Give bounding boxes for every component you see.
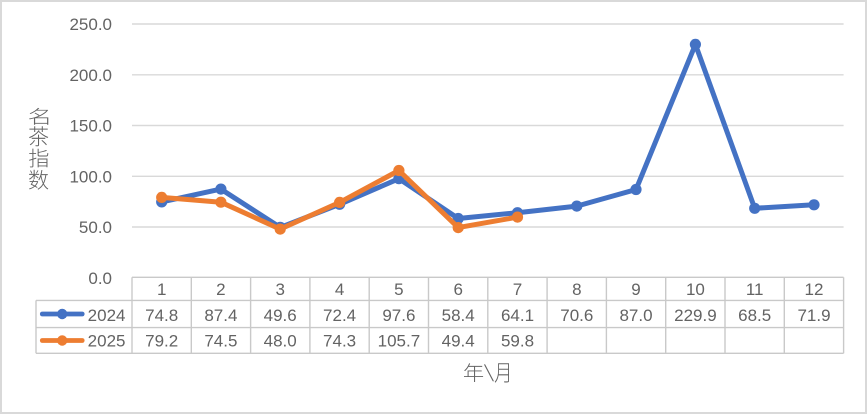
svg-text:11: 11 <box>746 280 764 299</box>
svg-text:59.8: 59.8 <box>501 332 534 351</box>
svg-text:150.0: 150.0 <box>69 117 112 136</box>
svg-text:72.4: 72.4 <box>323 306 356 325</box>
svg-text:105.7: 105.7 <box>378 332 421 351</box>
svg-text:50.0: 50.0 <box>79 218 112 237</box>
svg-text:87.0: 87.0 <box>619 306 652 325</box>
svg-text:7: 7 <box>513 280 522 299</box>
svg-text:8: 8 <box>572 280 581 299</box>
svg-text:2024: 2024 <box>88 306 126 325</box>
svg-text:12: 12 <box>805 280 824 299</box>
svg-text:5: 5 <box>394 280 403 299</box>
svg-text:68.5: 68.5 <box>738 306 771 325</box>
svg-text:0.0: 0.0 <box>88 269 112 288</box>
svg-text:1: 1 <box>157 280 166 299</box>
svg-text:58.4: 58.4 <box>442 306 475 325</box>
svg-text:97.6: 97.6 <box>382 306 415 325</box>
svg-text:10: 10 <box>686 280 705 299</box>
svg-text:9: 9 <box>631 280 640 299</box>
svg-text:49.4: 49.4 <box>442 332 475 351</box>
svg-text:74.3: 74.3 <box>323 332 356 351</box>
svg-text:100.0: 100.0 <box>69 168 112 187</box>
svg-text:2025: 2025 <box>88 332 126 351</box>
svg-text:2: 2 <box>216 280 225 299</box>
svg-text:87.4: 87.4 <box>204 306 237 325</box>
svg-text:3: 3 <box>275 280 284 299</box>
svg-text:71.9: 71.9 <box>797 306 830 325</box>
svg-text:6: 6 <box>453 280 462 299</box>
svg-text:250.0: 250.0 <box>69 15 112 34</box>
svg-text:79.2: 79.2 <box>145 332 178 351</box>
svg-text:229.9: 229.9 <box>674 306 717 325</box>
svg-text:74.8: 74.8 <box>145 306 178 325</box>
svg-text:48.0: 48.0 <box>264 332 297 351</box>
svg-text:64.1: 64.1 <box>501 306 534 325</box>
svg-text:200.0: 200.0 <box>69 66 112 85</box>
svg-text:49.6: 49.6 <box>264 306 297 325</box>
svg-text:74.5: 74.5 <box>204 332 237 351</box>
svg-text:4: 4 <box>335 280 344 299</box>
svg-text:70.6: 70.6 <box>560 306 593 325</box>
